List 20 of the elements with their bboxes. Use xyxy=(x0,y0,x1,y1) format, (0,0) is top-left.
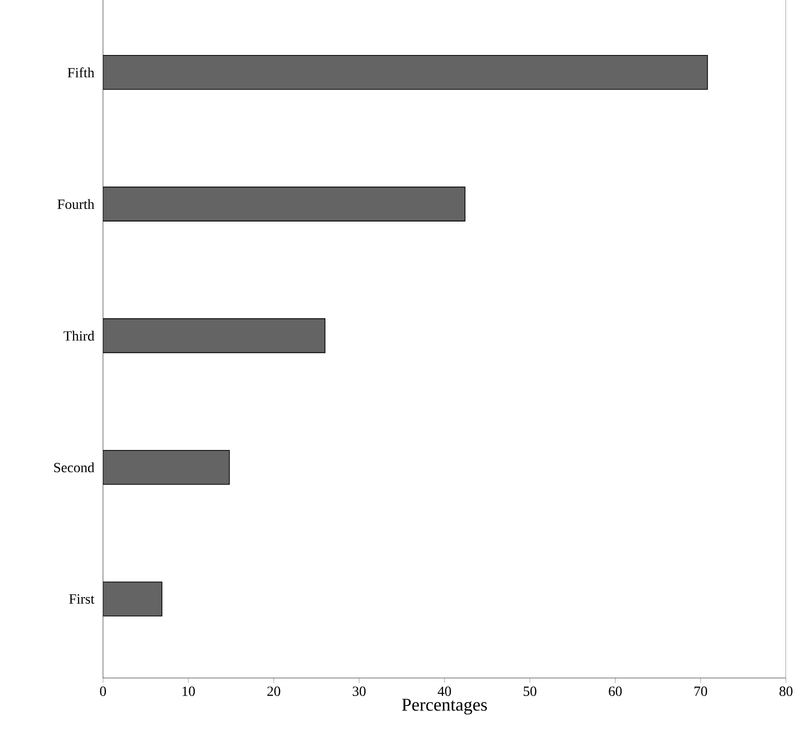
x-tick-label: 60 xyxy=(608,686,622,696)
x-tick-label: 70 xyxy=(694,686,708,696)
x-tick-label: 10 xyxy=(182,686,195,696)
y-tick-label: Third xyxy=(64,330,94,341)
bar xyxy=(103,55,708,90)
x-axis-title: Percentages xyxy=(402,698,487,715)
bar xyxy=(103,318,326,354)
x-tick-label: 0 xyxy=(100,686,106,696)
bar xyxy=(103,582,162,616)
x-tick-label: 40 xyxy=(438,686,451,696)
x-tick-label: 50 xyxy=(524,686,536,696)
y-tick-label: Second xyxy=(54,462,94,472)
y-tick-label: First xyxy=(69,594,94,604)
x-tick-label: 80 xyxy=(780,686,792,696)
y-tick-label: Fifth xyxy=(68,67,94,78)
y-tick-label: Fourth xyxy=(58,199,94,209)
x-tick-label: 20 xyxy=(267,686,280,696)
bar xyxy=(103,450,230,485)
x-tick-label: 30 xyxy=(352,686,366,696)
bar xyxy=(103,186,466,222)
